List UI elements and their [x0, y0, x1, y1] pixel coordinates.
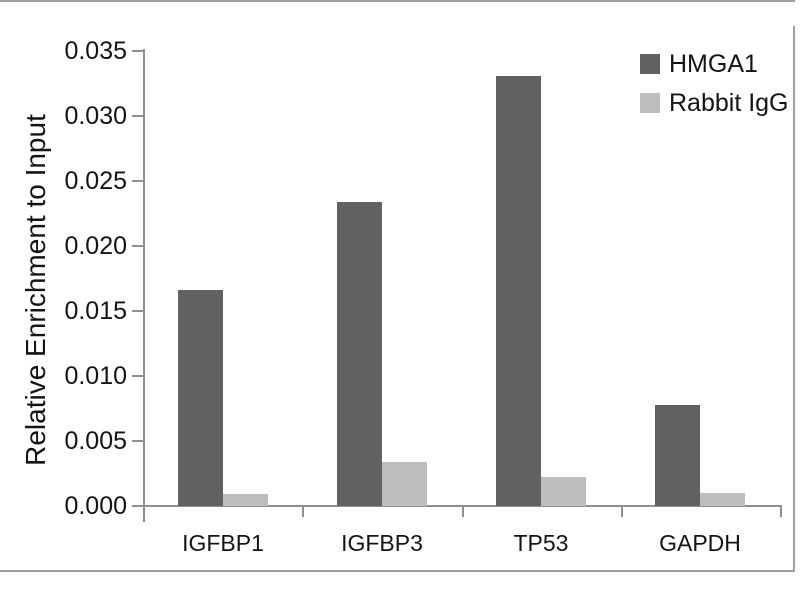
y-tick-label: 0.035	[64, 37, 127, 65]
bar-rabbit-igg-gapdh	[700, 493, 745, 506]
legend-swatch-rabbit-igg	[640, 93, 660, 113]
legend-swatch-hmga1	[640, 54, 660, 74]
x-tick-mark	[143, 506, 145, 517]
y-tick-label: 0.000	[64, 492, 127, 520]
y-tick-mark	[132, 115, 143, 117]
bar-hmga1-tp53	[496, 76, 541, 506]
legend-item-hmga1: HMGA1	[640, 50, 758, 78]
y-tick-label: 0.015	[64, 297, 127, 325]
y-tick-label: 0.020	[64, 232, 127, 260]
x-tick-mark	[302, 506, 304, 517]
y-tick-mark	[132, 180, 143, 182]
bar-rabbit-igg-igfbp3	[382, 462, 427, 506]
bar-hmga1-gapdh	[655, 405, 700, 506]
x-tick-mark	[621, 506, 623, 517]
chart-border-right	[793, 26, 795, 572]
y-tick-mark	[132, 440, 143, 442]
bar-rabbit-igg-tp53	[541, 477, 586, 506]
y-tick-mark	[132, 245, 143, 247]
y-tick-mark	[132, 375, 143, 377]
y-tick-mark	[132, 505, 143, 507]
y-axis	[143, 49, 145, 522]
bar-rabbit-igg-igfbp1	[223, 494, 268, 506]
y-tick-mark	[132, 310, 143, 312]
chart-border-bottom	[0, 570, 795, 572]
x-tick-mark	[780, 506, 782, 517]
x-tick-mark	[462, 506, 464, 517]
bar-hmga1-igfbp1	[178, 290, 223, 506]
y-tick-label: 0.030	[64, 102, 127, 130]
bar-hmga1-igfbp3	[337, 202, 382, 506]
legend-item-rabbit-igg: Rabbit IgG	[640, 89, 789, 117]
chart-border-top	[0, 0, 795, 2]
x-category-label: IGFBP3	[341, 530, 423, 556]
legend-label-hmga1: HMGA1	[669, 50, 758, 78]
y-tick-mark	[132, 50, 143, 52]
y-tick-label: 0.025	[64, 167, 127, 195]
y-tick-label: 0.010	[64, 362, 127, 390]
legend-label-rabbit-igg: Rabbit IgG	[669, 89, 789, 117]
x-category-label: GAPDH	[659, 530, 741, 556]
y-tick-label: 0.005	[64, 427, 127, 455]
x-category-label: TP53	[513, 530, 569, 556]
x-category-label: IGFBP1	[182, 530, 264, 556]
